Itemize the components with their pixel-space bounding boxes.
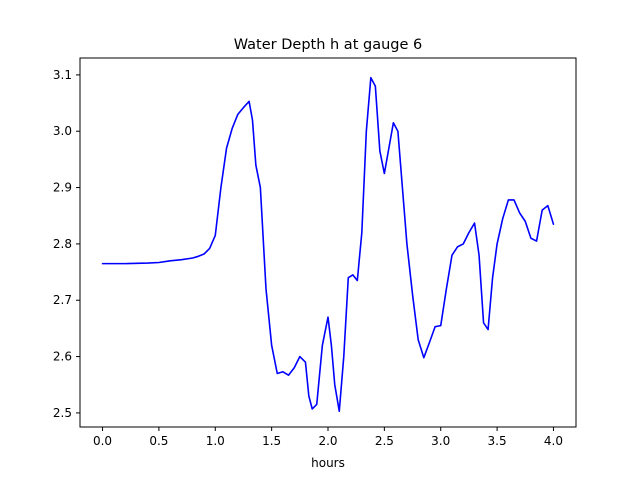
- y-axis: 2.5 2.6 2.7 2.8 2.9 3.0 3.1: [53, 68, 80, 420]
- x-tick-label: 1.0: [206, 434, 225, 448]
- x-tick-label: 0.0: [93, 434, 112, 448]
- x-tick-label: 3.0: [431, 434, 450, 448]
- y-tick-label: 3.1: [53, 68, 72, 82]
- x-tick-label: 4.0: [544, 434, 563, 448]
- x-tick-label: 2.5: [375, 434, 394, 448]
- chart-title: Water Depth h at gauge 6: [234, 37, 422, 53]
- y-tick-label: 2.9: [53, 181, 72, 195]
- y-tick-label: 3.0: [53, 124, 72, 138]
- x-tick-label: 1.5: [262, 434, 281, 448]
- x-axis: 0.0 0.5 1.0 1.5 2.0 2.5 3.0 3.5 4.0: [93, 427, 563, 448]
- y-tick-label: 2.8: [53, 237, 72, 251]
- x-tick-label: 2.0: [318, 434, 337, 448]
- y-tick-label: 2.5: [53, 406, 72, 420]
- series-line-0: [101, 76, 555, 413]
- x-tick-label: 0.5: [149, 434, 168, 448]
- y-tick-label: 2.7: [53, 293, 72, 307]
- y-tick-label: 2.6: [53, 350, 72, 364]
- x-axis-label: hours: [311, 456, 345, 470]
- x-tick-label: 3.5: [488, 434, 507, 448]
